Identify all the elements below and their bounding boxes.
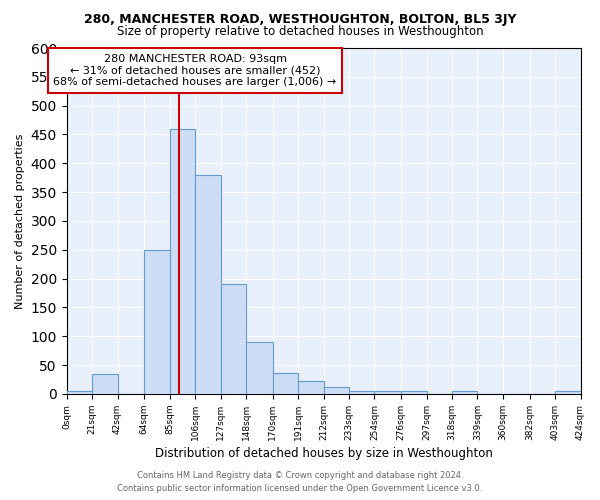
Bar [221,284,246,394]
Bar [195,175,221,394]
Bar [170,128,195,394]
Bar [144,250,170,394]
Bar [67,391,92,394]
Text: 280 MANCHESTER ROAD: 93sqm
← 31% of detached houses are smaller (452)
68% of sem: 280 MANCHESTER ROAD: 93sqm ← 31% of deta… [53,54,337,87]
Bar [272,372,298,394]
Text: 280, MANCHESTER ROAD, WESTHOUGHTON, BOLTON, BL5 3JY: 280, MANCHESTER ROAD, WESTHOUGHTON, BOLT… [84,12,516,26]
Bar [555,391,581,394]
Bar [246,342,272,394]
Bar [298,382,323,394]
Bar [92,374,118,394]
Text: Size of property relative to detached houses in Westhoughton: Size of property relative to detached ho… [116,25,484,38]
Bar [374,391,401,394]
Bar [452,391,478,394]
Text: Contains HM Land Registry data © Crown copyright and database right 2024.
Contai: Contains HM Land Registry data © Crown c… [118,472,482,493]
Bar [323,387,349,394]
X-axis label: Distribution of detached houses by size in Westhoughton: Distribution of detached houses by size … [155,447,493,460]
Bar [349,391,374,394]
Bar [401,391,427,394]
Y-axis label: Number of detached properties: Number of detached properties [15,134,25,308]
